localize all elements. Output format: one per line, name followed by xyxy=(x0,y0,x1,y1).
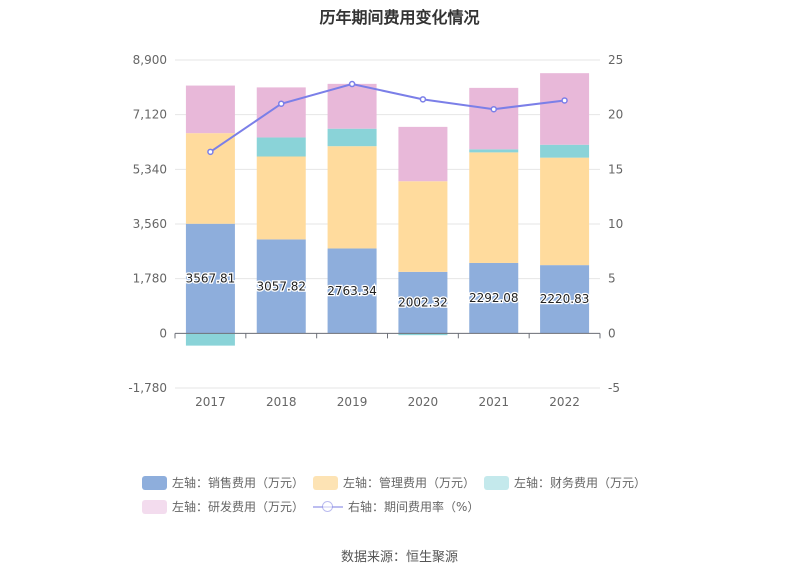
bar-2018 xyxy=(256,239,306,334)
bar-2020 xyxy=(398,271,448,334)
x-axis-tick-label: 2020 xyxy=(408,395,439,409)
legend-item-finance[interactable]: 左轴：财务费用（万元） xyxy=(484,474,646,491)
data-label: 2763.34 xyxy=(327,284,377,298)
bar-2017 xyxy=(185,85,235,134)
data-labels: 3567.81 3057.82 2763.34 2002.32 2292.08 2220.… xyxy=(184,270,590,311)
data-label: 2002.32 xyxy=(398,296,448,310)
bar-2021 xyxy=(469,262,519,334)
legend-swatch-finance xyxy=(484,475,509,490)
legend-item-rnd[interactable]: 左轴：研发费用（万元） xyxy=(142,498,304,515)
bar-2019 xyxy=(327,248,377,334)
left-axis-tick-label: 8,900 xyxy=(133,53,167,67)
right-axis-tick-label: 10 xyxy=(608,217,623,231)
bar-2021 xyxy=(469,87,519,150)
bar-2021 xyxy=(469,152,519,263)
x-axis-tick-label: 2019 xyxy=(337,395,368,409)
right-axis-tick-label: -5 xyxy=(608,381,620,395)
left-axis-tick-label: 1,780 xyxy=(133,272,167,286)
x-axis-tick-label: 2022 xyxy=(549,395,580,409)
left-axis-tick-label: 7,120 xyxy=(133,108,167,122)
bar-2019 xyxy=(327,83,377,129)
x-axis-tick-label: 2017 xyxy=(195,395,226,409)
legend-item-admin[interactable]: 左轴：管理费用（万元） xyxy=(313,474,475,491)
rate-point-2020 xyxy=(419,96,427,103)
bar-2018 xyxy=(256,87,306,138)
rate-point-2017 xyxy=(207,148,214,156)
bar-2018 xyxy=(256,137,306,157)
rate-point-2019 xyxy=(348,80,356,88)
legend-label-rnd: 左轴：研发费用（万元） xyxy=(172,500,305,514)
bar-2019 xyxy=(327,146,377,249)
bar-2018 xyxy=(256,156,306,240)
bar-2022 xyxy=(540,157,590,266)
data-label: 2292.08 xyxy=(469,291,519,305)
legend-label-admin: 左轴：管理费用（万元） xyxy=(343,476,476,490)
bar-2020 xyxy=(398,126,448,182)
data-source: 数据来源：恒生聚源 xyxy=(340,550,458,565)
bars xyxy=(185,73,590,346)
x-axis-tick-label: 2018 xyxy=(266,395,297,409)
rate-point-2022 xyxy=(561,97,568,104)
bar-2020 xyxy=(398,333,448,336)
bar-2022 xyxy=(540,73,590,145)
legend-swatch-rate xyxy=(313,500,343,514)
right-axis-tick-label: 20 xyxy=(608,108,623,122)
grid-lines xyxy=(175,59,600,389)
bar-2020 xyxy=(398,181,448,272)
legend-label-sales: 左轴：销售费用（万元） xyxy=(172,476,305,490)
legend-label-rate: 右轴：期间费用率（%） xyxy=(348,500,480,514)
bar-2022 xyxy=(540,265,590,334)
rate-line-path xyxy=(209,83,565,153)
legend-swatch-sales xyxy=(142,475,167,490)
bar-2017 xyxy=(185,223,235,334)
bar-2017 xyxy=(185,333,235,346)
x-axis-tick-label: 2021 xyxy=(478,395,509,409)
right-axis-tick-label: 0 xyxy=(608,326,616,340)
left-axis-tick-label: 0 xyxy=(159,326,167,340)
axes: -1,780 0 1,780 3,560 5,340 7,120 8,900 -5 0 5 10 15… xyxy=(128,53,623,409)
data-label: 3567.81 xyxy=(186,272,236,286)
data-label: 2220.83 xyxy=(540,292,590,306)
bar-2017 xyxy=(185,133,235,224)
legend-label-finance: 左轴：财务费用（万元） xyxy=(514,476,647,490)
left-axis-tick-label: 3,560 xyxy=(133,217,167,231)
bar-2021 xyxy=(469,149,519,153)
left-axis-tick-label: 5,340 xyxy=(133,162,167,176)
rate-point-2018 xyxy=(278,100,285,107)
left-axis-tick-label: -1,780 xyxy=(128,381,167,395)
legend-item-sales[interactable]: 左轴：销售费用（万元） xyxy=(142,474,304,491)
right-axis-tick-label: 5 xyxy=(608,272,616,286)
legend-swatch-rnd xyxy=(142,499,167,514)
right-axis-tick-label: 15 xyxy=(608,162,623,176)
legend-item-rate[interactable]: 右轴：期间费用率（%） xyxy=(313,498,479,515)
data-label: 3057.82 xyxy=(256,279,306,293)
chart-title: 历年期间费用变化情况 xyxy=(319,8,480,27)
right-axis-tick-label: 25 xyxy=(608,53,623,67)
legend-swatch-admin xyxy=(313,475,338,490)
rate-point-2021 xyxy=(490,105,497,113)
bar-2022 xyxy=(540,144,590,158)
rate-line xyxy=(207,80,568,156)
bar-2019 xyxy=(327,128,377,147)
